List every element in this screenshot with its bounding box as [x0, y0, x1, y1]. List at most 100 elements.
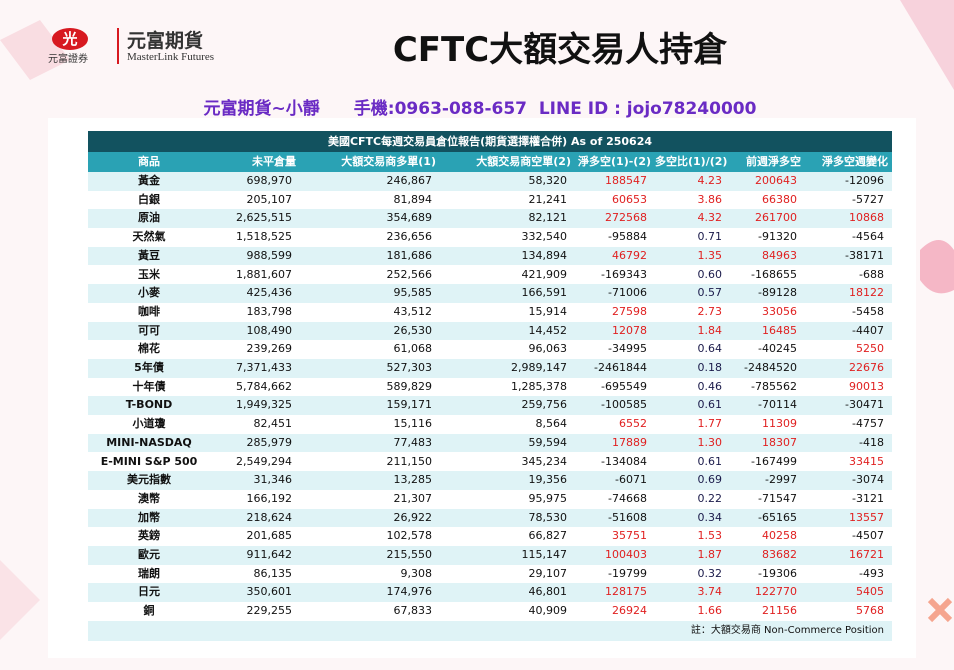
- cell: 2,625,515: [236, 211, 292, 225]
- cell: -6071: [615, 473, 647, 487]
- commodity: 白銀: [138, 192, 160, 206]
- commodity: 歐元: [138, 548, 160, 561]
- cell: 102,578: [386, 529, 433, 543]
- table-row: 咖啡 183,798 43,512 15,914 27598 2.73 33056 -5458: [88, 302, 892, 322]
- cell: 81,894: [393, 192, 433, 206]
- cell: 205,107: [246, 192, 293, 206]
- commodity: 十年債: [132, 379, 166, 393]
- cell: 332,540: [521, 230, 568, 244]
- cell: 589,829: [386, 379, 433, 393]
- cell: -2461844: [594, 361, 647, 374]
- cell: 33056: [762, 304, 797, 318]
- cell: 83682: [762, 548, 797, 561]
- cell: 188547: [605, 174, 647, 187]
- cell: -51608: [608, 510, 647, 524]
- commodity: 小道瓊: [132, 417, 166, 431]
- cell: 285,979: [246, 435, 293, 449]
- cell: -4407: [852, 323, 884, 337]
- cell: -70114: [758, 398, 797, 412]
- cell: -40245: [758, 342, 797, 356]
- cell: 0.18: [697, 361, 723, 374]
- column-header: 多空比(1)/(2): [655, 155, 728, 168]
- cell: -91320: [758, 230, 797, 244]
- cell: -167499: [751, 454, 797, 468]
- cell: 698,970: [246, 174, 293, 187]
- cell: 22676: [849, 361, 884, 374]
- cell: 46,801: [528, 585, 568, 599]
- cell: 27598: [612, 304, 647, 318]
- cell: 29,107: [528, 566, 568, 580]
- cell: 3.86: [697, 192, 723, 206]
- commodity: 棉花: [138, 342, 160, 356]
- commodity: 加幣: [138, 510, 160, 524]
- cell: 183,798: [246, 304, 293, 318]
- cell: 26924: [612, 604, 647, 618]
- cell: 33415: [849, 454, 884, 468]
- commodity: MINI-NASDAQ: [106, 435, 192, 449]
- commodity: 美元指數: [127, 473, 171, 487]
- cell: 84963: [762, 248, 797, 262]
- table-row: 黃豆 988,599 181,686 134,894 46792 1.35 84963 -38…: [88, 246, 892, 266]
- commodity: 咖啡: [138, 304, 160, 318]
- cell: 67,833: [393, 604, 433, 618]
- cell: 21156: [762, 604, 797, 618]
- cell: 16721: [849, 548, 884, 561]
- column-header: 淨多空(1)-(2): [578, 155, 651, 168]
- cell: 40,909: [528, 604, 568, 618]
- cell: 78,530: [528, 510, 568, 524]
- table-row: 小道瓊 82,451 15,116 8,564 6552 1.77 11309 -4757: [88, 415, 892, 434]
- contact: 元富期貨~小靜 手機:0963-088-657 LINE ID : jojo78…: [203, 99, 757, 119]
- cell: 218,624: [246, 510, 293, 524]
- column-header: 前週淨多空: [746, 155, 801, 168]
- commodity: 澳幣: [138, 491, 160, 505]
- table-row: E-MINI S&P 500 2,549,294 211,150 345,234 -13…: [88, 452, 892, 472]
- cell: 18307: [762, 435, 797, 449]
- cell: 108,490: [246, 323, 293, 337]
- column-header: 淨多空週變化: [822, 155, 888, 168]
- column-header: 商品: [138, 155, 160, 168]
- cell: 246,867: [386, 174, 433, 187]
- cell: 1.87: [697, 548, 723, 561]
- cell: -418: [859, 435, 884, 449]
- cell: -34995: [608, 342, 647, 356]
- cell: -38171: [845, 248, 884, 262]
- logo-divider: [117, 28, 119, 64]
- table-row: 英鎊 201,685 102,578 66,827 35751 1.53 40258 -450…: [88, 527, 892, 546]
- commodity: 銅: [143, 604, 155, 618]
- cell: 19,356: [528, 473, 568, 487]
- table-row: 十年債 5,784,662 589,829 1,285,378 -695549 0.46 -…: [88, 377, 892, 397]
- cell: 200643: [755, 174, 797, 187]
- commodity: 天然氣: [132, 230, 166, 244]
- cell: 0.60: [697, 267, 723, 281]
- cell: -71547: [758, 491, 797, 505]
- cell: -2997: [765, 473, 797, 487]
- cell: 66,827: [528, 529, 568, 543]
- table-row: 歐元 911,642 215,550 115,147 100403 1.87 83682 16…: [88, 546, 892, 565]
- cell: 345,234: [521, 454, 568, 468]
- table-row: 原油 2,625,515 354,689 82,121 272568 4.32 261700…: [88, 209, 892, 229]
- table-row: 加幣 218,624 26,922 78,530 -51608 0.34 -65165 135…: [88, 508, 892, 528]
- cell: 2,549,294: [236, 454, 292, 468]
- cell: 0.34: [697, 510, 723, 524]
- cell: 1,285,378: [511, 379, 567, 393]
- cell: -169343: [601, 267, 647, 281]
- cell: 8,564: [535, 417, 568, 431]
- table-row: 可可 108,490 26,530 14,452 12078 1.84 16485 -4407: [88, 321, 892, 341]
- cell: 26,530: [393, 323, 433, 337]
- cell: 6552: [619, 417, 647, 431]
- cell: 201,685: [246, 529, 293, 543]
- cell: 15,116: [393, 417, 433, 431]
- cell: 31,346: [253, 473, 293, 487]
- cell: 14,452: [528, 323, 568, 337]
- cell: 911,642: [246, 548, 293, 561]
- cell: 9,308: [400, 566, 433, 580]
- cell: 21,307: [393, 491, 433, 505]
- cell: -493: [859, 566, 884, 580]
- cell: 18122: [849, 286, 884, 300]
- cell: 40258: [762, 529, 797, 543]
- cell: 181,686: [386, 248, 433, 262]
- table-row: 棉花 239,269 61,068 96,063 -34995 0.64 -40245 525…: [88, 340, 892, 359]
- cell: 215,550: [386, 548, 433, 561]
- cell: 527,303: [386, 361, 433, 374]
